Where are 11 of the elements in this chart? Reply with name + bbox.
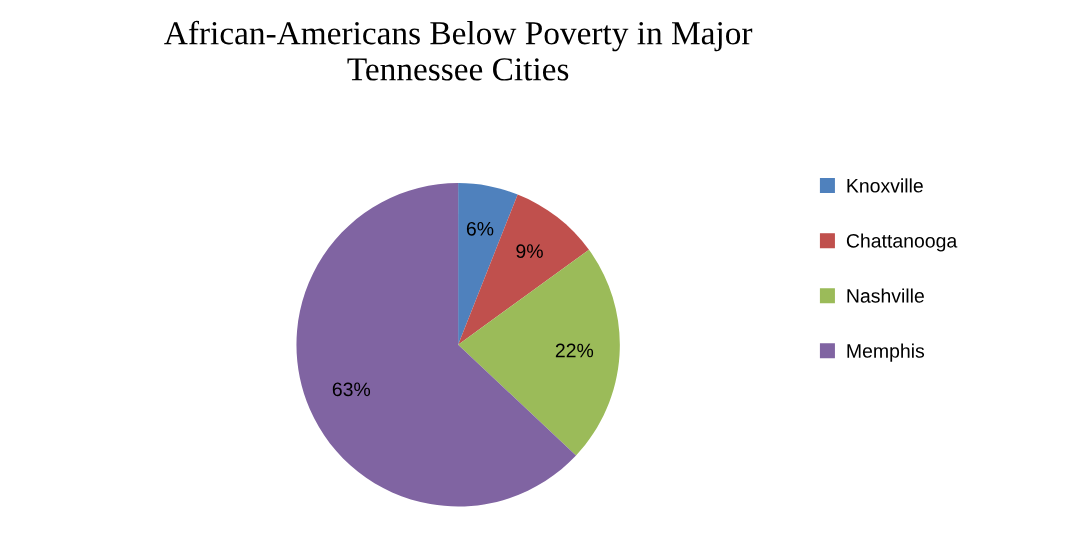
- legend-label: Nashville: [847, 288, 924, 303]
- data-label: 63%: [332, 382, 371, 397]
- data-label: 9%: [516, 244, 543, 259]
- data-label: 6%: [466, 221, 494, 236]
- pie-slice: [458, 194, 589, 345]
- legend-label: Chattanooga: [846, 233, 958, 252]
- chart-title: African-Americans Below Poverty in Major Tennessee Cities: [164, 20, 753, 81]
- legend-label: Memphis: [847, 343, 925, 362]
- legend-label: Knoxville: [847, 178, 923, 193]
- pie-slice: [458, 183, 518, 345]
- data-label: 22%: [555, 343, 594, 358]
